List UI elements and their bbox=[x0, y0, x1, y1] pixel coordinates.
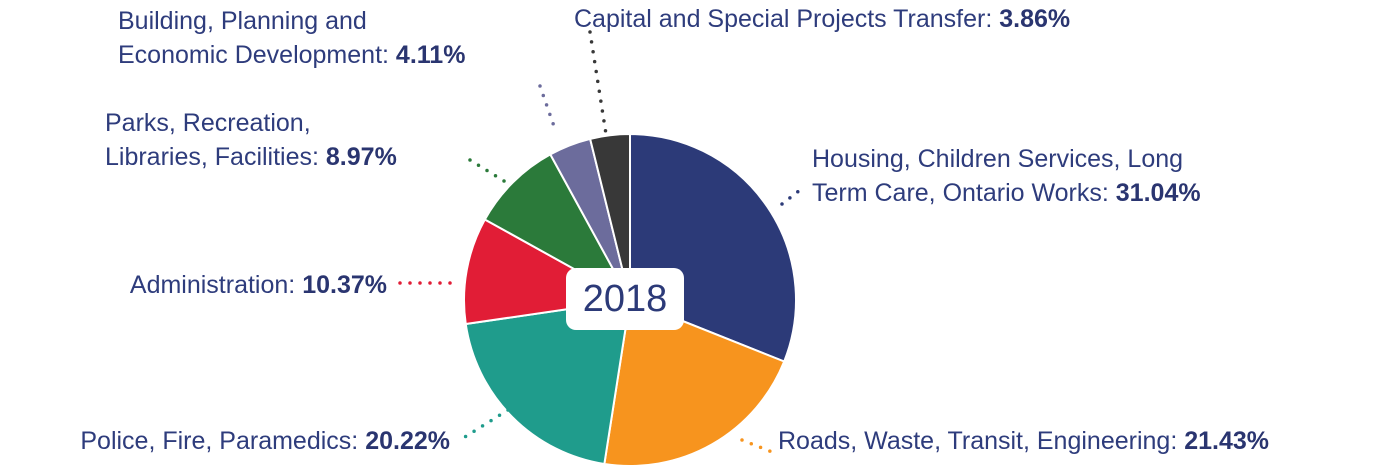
value-label: 31.04% bbox=[1115, 179, 1201, 207]
category-name: Capital and Special Projects Transfer: bbox=[574, 5, 993, 33]
category-name: Parks, Recreation, Libraries, Facilities… bbox=[105, 109, 319, 171]
center-label-box bbox=[566, 268, 684, 330]
slice-label: Administration: 10.37% bbox=[130, 268, 387, 302]
center-label: 2018 bbox=[583, 278, 668, 320]
slice-label: Building, Planning and Economic Developm… bbox=[118, 4, 465, 72]
category-name: Roads, Waste, Transit, Engineering: bbox=[778, 427, 1178, 455]
value-label: 20.22% bbox=[365, 427, 450, 455]
leader-line bbox=[538, 84, 558, 134]
slice-label: Capital and Special Projects Transfer: 3… bbox=[574, 2, 1070, 36]
slice-label: Parks, Recreation, Libraries, Facilities… bbox=[105, 106, 397, 174]
value-label: 10.37% bbox=[302, 271, 387, 299]
slice-label: Roads, Waste, Transit, Engineering: 21.4… bbox=[778, 424, 1269, 458]
leader-line bbox=[588, 30, 608, 136]
value-label: 3.86% bbox=[999, 5, 1071, 33]
leader-line bbox=[468, 158, 514, 188]
category-name: Building, Planning and Economic Developm… bbox=[118, 7, 389, 69]
pie-slice bbox=[603, 298, 786, 467]
leader-line bbox=[740, 438, 774, 454]
slice-label: Housing, Children Services, Long Term Ca… bbox=[812, 142, 1201, 210]
pie-slice bbox=[588, 132, 631, 301]
pie-slice bbox=[464, 298, 632, 466]
value-label: 8.97% bbox=[325, 143, 397, 171]
category-name: Housing, Children Services, Long Term Ca… bbox=[812, 145, 1184, 207]
value-label: 4.11% bbox=[395, 41, 466, 69]
leader-line bbox=[458, 408, 510, 442]
value-label: 21.43% bbox=[1184, 427, 1270, 455]
category-name: Administration: bbox=[129, 271, 296, 299]
category-name: Police, Fire, Paramedics: bbox=[80, 427, 359, 455]
leader-line bbox=[780, 188, 802, 206]
pie-slice bbox=[483, 153, 633, 303]
slice-label: Police, Fire, Paramedics: 20.22% bbox=[80, 424, 450, 458]
